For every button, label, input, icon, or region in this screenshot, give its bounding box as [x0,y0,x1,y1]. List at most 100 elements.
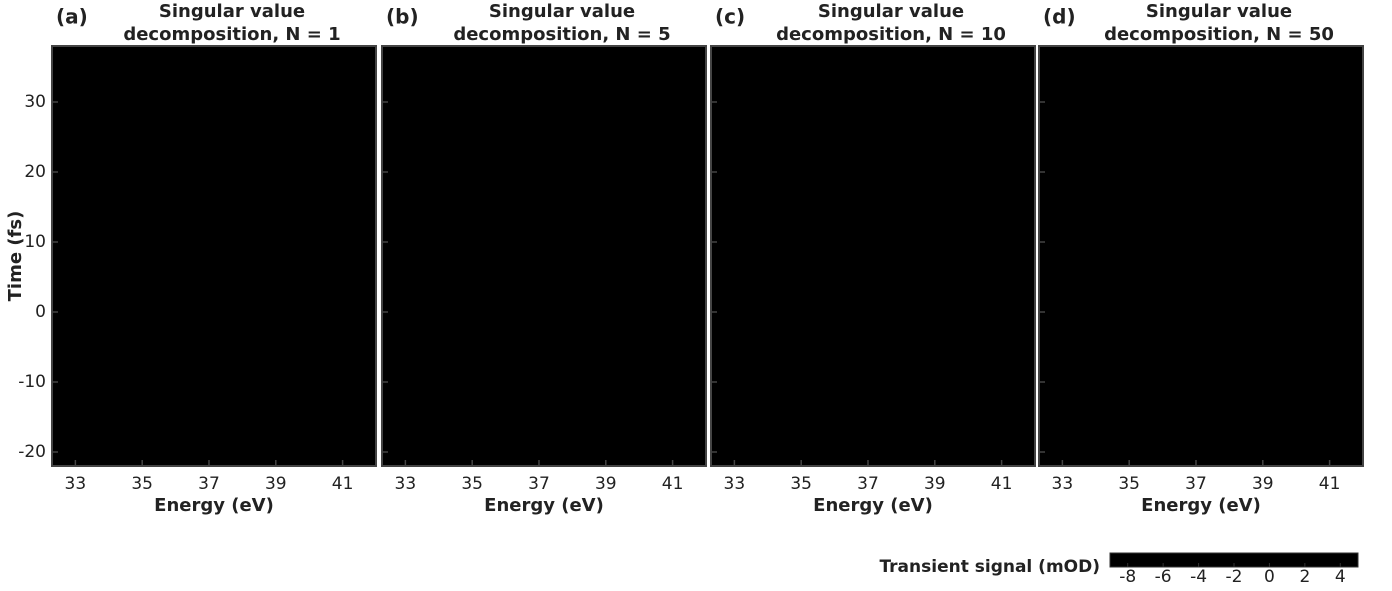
heatmap-cell [225,438,260,467]
colorbar-tick-label: -6 [1155,567,1172,587]
heatmap-cell [951,186,986,215]
heatmap-cell [1095,102,1130,131]
heatmap-cell [1246,410,1280,439]
heatmap-cell [192,102,227,131]
heatmap-cell [767,102,802,131]
colorbar-swatch [1194,553,1197,567]
heatmap-cell [142,74,153,103]
heatmap-cell [1346,242,1364,271]
heatmap-cell [1246,186,1280,215]
heatmap-cell [734,326,769,355]
heatmap-cell [811,186,829,215]
colorbar-swatch [1212,553,1215,567]
heatmap-cell [622,242,657,271]
colorbar-swatch [1254,553,1257,567]
heatmap-cell [498,382,523,411]
heatmap-cell [811,214,829,243]
heatmap-cell [405,158,440,187]
heatmap-cell [689,326,707,355]
heatmap-cell [1312,74,1347,103]
colorbar-swatch [1118,553,1121,567]
heatmap-cell [225,214,260,243]
heatmap-cell [918,270,952,299]
heatmap-cell [767,130,802,159]
heatmap-cell [438,410,473,439]
heatmap-cell [1279,438,1314,467]
heatmap-cell [1155,74,1180,103]
heatmap-cell [498,74,523,103]
heatmap-cell [1155,326,1180,355]
y-axis-label: Time (fs) [5,211,26,302]
heatmap-cell [75,214,110,243]
heatmap-cell [711,186,735,215]
heatmap-cell [359,74,377,103]
heatmap-cell [884,382,919,411]
colorbar-swatch [1168,553,1171,567]
heatmap-cell [1179,158,1214,187]
heatmap-cell [884,102,919,131]
heatmap-cell [482,130,500,159]
colorbar-swatch [1338,553,1341,567]
heatmap-cell [108,74,143,103]
heatmap-cell [359,102,377,131]
heatmap-cell [522,382,557,411]
heatmap-cell [1212,158,1247,187]
colorbar-swatch [1280,553,1283,567]
heatmap-cell [152,214,170,243]
heatmap-cell [359,186,377,215]
colorbar-tick-label: -4 [1190,567,1207,587]
heatmap-cell [438,130,473,159]
heatmap-cell [589,410,623,439]
heatmap-cell [1246,102,1280,131]
heatmap-cell [1018,410,1036,439]
panel-label: (a) [56,5,88,29]
heatmap-cell [1039,354,1063,383]
colorbar-swatch [1190,553,1193,567]
heatmap-cell [192,354,227,383]
colorbar-swatch [1180,553,1183,567]
heatmap-cell [482,382,500,411]
colorbar-swatch [1258,553,1261,567]
heatmap-cell [522,270,557,299]
heatmap-cell [75,242,110,271]
heatmap-cell [52,74,76,103]
heatmap-cell [292,410,327,439]
heatmap-cell [555,298,590,327]
colorbar-swatch [1286,553,1289,567]
heatmap-cell [1018,158,1036,187]
colorbar-swatch [1186,553,1189,567]
heatmap-cell [1062,242,1097,271]
colorbar-swatch [1300,553,1303,567]
heatmap-cell [405,46,440,75]
heatmap-cell [1179,382,1214,411]
heatmap-cell [851,186,886,215]
heatmap-cell [142,46,153,75]
heatmap-cell [152,382,170,411]
heatmap-cell [498,130,523,159]
chart-title: decomposition, N = 50 [1104,24,1334,45]
colorbar-swatch [1350,553,1353,567]
heatmap-cell [472,270,483,299]
heatmap-cell [52,270,76,299]
heatmap-cell [168,46,193,75]
colorbar-swatch [1296,553,1299,567]
heatmap-cell [359,326,377,355]
heatmap-cell [851,326,886,355]
heatmap-cell [589,326,623,355]
heatmap-cell [951,270,986,299]
heatmap-cell [382,270,406,299]
heatmap-cell [482,326,500,355]
heatmap-cell [801,74,812,103]
heatmap-cell [811,382,829,411]
colorbar-swatch [1134,553,1137,567]
heatmap-cell [884,438,919,467]
heatmap-cell [438,382,473,411]
chart-title: Singular value [1146,1,1292,22]
heatmap-cell [827,46,852,75]
heatmap-cell [827,158,852,187]
heatmap-cell [1018,354,1036,383]
heatmap-cell [438,186,473,215]
heatmap-cell [1095,158,1130,187]
heatmap-cell [152,130,170,159]
heatmap-cell [1139,102,1157,131]
